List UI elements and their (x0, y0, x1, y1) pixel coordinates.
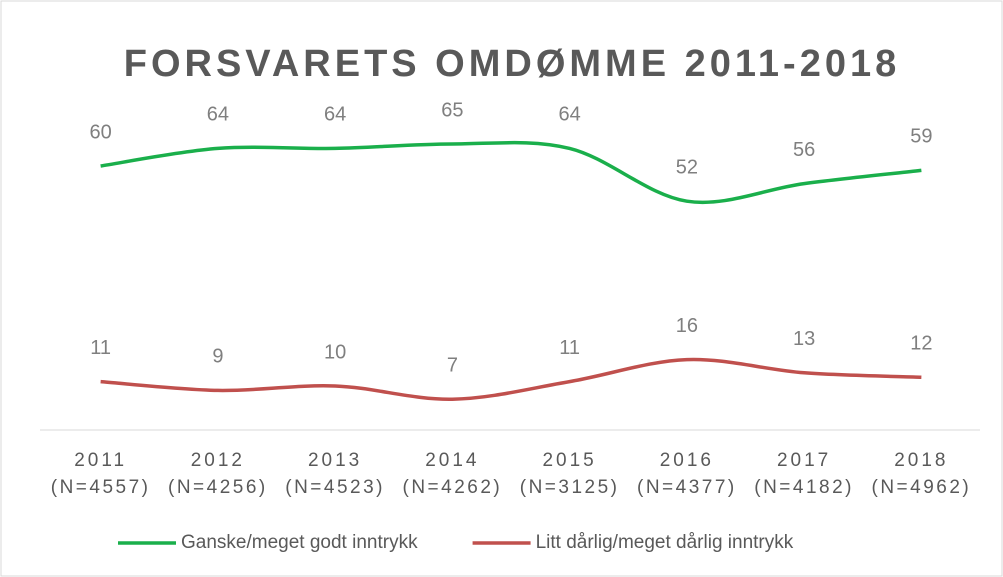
x-tick-label: 2018 (894, 450, 948, 471)
data-label: 65 (441, 99, 463, 121)
x-tick-label: 2016 (660, 450, 714, 471)
data-label: 64 (559, 104, 581, 126)
x-tick-label: 2017 (777, 450, 831, 471)
legend-label: Litt dårlig/meget dårlig inntrykk (536, 532, 794, 553)
data-label: 12 (910, 332, 932, 354)
x-tick-label: (N=4557) (51, 477, 151, 498)
data-label: 11 (559, 337, 580, 359)
x-tick-label: 2015 (542, 450, 596, 471)
data-label: 13 (793, 328, 815, 350)
data-label: 59 (910, 126, 932, 148)
data-label: 64 (207, 104, 229, 126)
x-tick-label: (N=4962) (872, 477, 972, 498)
data-label: 52 (676, 156, 698, 178)
x-tick-label: (N=4262) (403, 477, 503, 498)
line (100, 357, 922, 401)
chart-title: FORSVARETS OMDØMME 2011-2018 (124, 43, 900, 85)
data-label: 9 (212, 346, 223, 368)
x-tick-label: (N=4182) (754, 477, 854, 498)
x-tick-label: (N=4256) (168, 477, 268, 498)
line (100, 140, 922, 205)
x-tick-label: 2013 (308, 450, 362, 471)
x-tick-label: (N=4377) (637, 477, 737, 498)
legend-label: Ganske/meget godt inntrykk (181, 532, 418, 553)
x-tick-label: 2012 (191, 450, 245, 471)
data-label: 60 (90, 121, 112, 143)
x-tick-label: (N=4523) (285, 477, 385, 498)
x-tick-label: (N=3125) (520, 477, 620, 498)
data-label: 16 (676, 315, 698, 337)
x-tick-label: 2011 (74, 450, 127, 471)
data-label: 64 (324, 104, 346, 126)
data-label: 56 (793, 139, 815, 161)
x-tick-label: 2014 (425, 450, 479, 471)
data-label: 7 (447, 354, 458, 376)
data-label: 11 (90, 337, 111, 359)
data-label: 10 (324, 341, 346, 363)
